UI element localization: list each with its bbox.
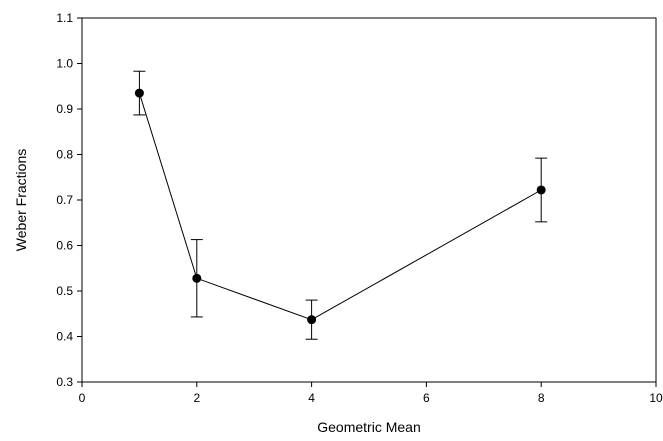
x-tick-label: 6 bbox=[423, 391, 430, 405]
x-axis-ticks: 0 2 4 6 8 10 bbox=[79, 382, 663, 405]
series-line bbox=[138, 92, 542, 321]
y-axis-ticks: 0.3 0.4 0.5 0.6 0.7 0.8 0.9 1.0 1.1 bbox=[56, 11, 82, 389]
y-tick-label: 0.8 bbox=[56, 148, 73, 162]
y-tick-label: 0.9 bbox=[56, 102, 73, 116]
x-tick-label: 2 bbox=[193, 391, 200, 405]
series-layer bbox=[133, 70, 548, 340]
y-tick-label: 0.3 bbox=[56, 375, 73, 389]
y-tick-label: 0.4 bbox=[56, 330, 73, 344]
y-tick-label: 0.5 bbox=[56, 284, 73, 298]
y-tick-label: 0.7 bbox=[56, 193, 73, 207]
data-point bbox=[134, 88, 144, 98]
data-point bbox=[536, 185, 546, 195]
y-tick-label: 0.6 bbox=[56, 239, 73, 253]
plot-frame bbox=[81, 17, 657, 383]
y-tick-label: 1.1 bbox=[56, 11, 73, 25]
data-point bbox=[307, 315, 317, 325]
data-point bbox=[192, 273, 202, 283]
y-tick-label: 1.0 bbox=[56, 57, 73, 71]
x-tick-label: 0 bbox=[79, 391, 86, 405]
x-tick-label: 10 bbox=[649, 391, 663, 405]
y-axis-title: Weber Fractions bbox=[13, 149, 29, 251]
x-tick-label: 4 bbox=[308, 391, 315, 405]
x-axis-title: Geometric Mean bbox=[317, 419, 420, 435]
x-tick-label: 8 bbox=[538, 391, 545, 405]
